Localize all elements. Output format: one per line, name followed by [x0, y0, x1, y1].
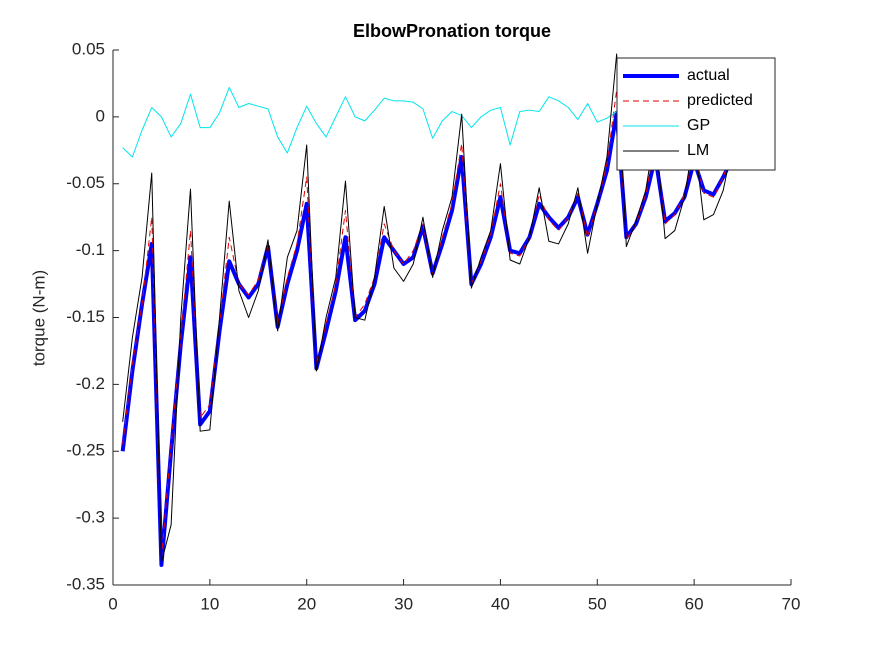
y-tick-label: -0.2: [76, 374, 105, 393]
y-tick-label: -0.15: [66, 307, 105, 326]
x-tick-label: 60: [685, 594, 704, 613]
y-tick-label: -0.35: [66, 574, 105, 593]
x-tick-label: 70: [782, 594, 801, 613]
series-line: [120, 110, 735, 567]
x-tick-label: 40: [491, 594, 510, 613]
legend-label: actual: [687, 67, 730, 84]
y-tick-label: -0.25: [66, 441, 105, 460]
y-tick-label: 0: [96, 106, 105, 125]
x-tick-label: 30: [394, 594, 413, 613]
chart-title: ElbowPronation torque: [353, 21, 551, 41]
legend-label: predicted: [687, 92, 753, 109]
x-tick-label: 50: [588, 594, 607, 613]
x-tick-label: 10: [200, 594, 219, 613]
y-axis-label: torque (N-m): [29, 270, 48, 366]
series-line: [122, 53, 734, 563]
y-tick-label: -0.05: [66, 173, 105, 192]
y-tick-label: -0.3: [76, 508, 105, 527]
x-tick-label: 20: [297, 594, 316, 613]
x-tick-label: 0: [108, 594, 117, 613]
legend-label: LM: [687, 142, 709, 159]
legend: actual predicted GP LM: [616, 57, 776, 171]
y-tick-label: -0.1: [76, 240, 105, 259]
y-tick-label: 0.05: [72, 39, 105, 58]
legend-label: GP: [687, 117, 710, 134]
